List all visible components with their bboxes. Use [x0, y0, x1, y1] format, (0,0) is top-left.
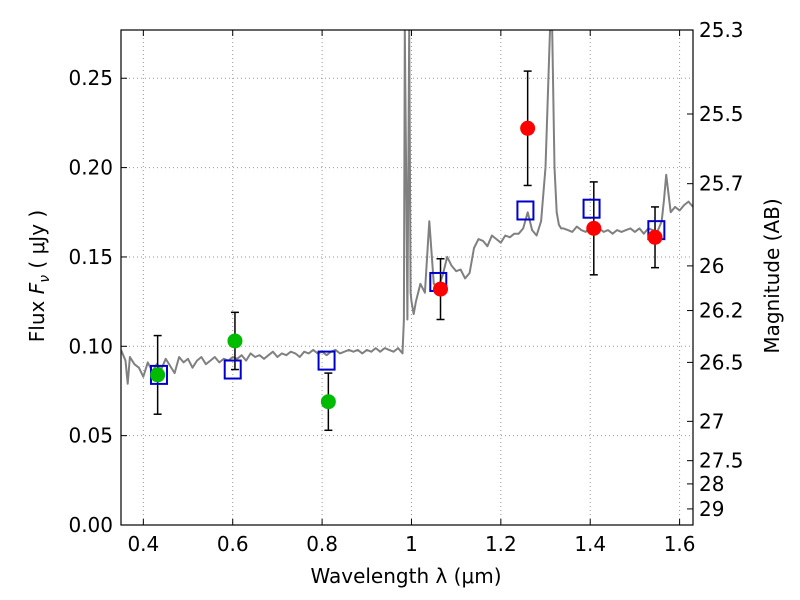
green-point [320, 394, 336, 410]
y-tick-label: 0.00 [68, 513, 113, 537]
y2-tick-label: 28 [699, 472, 724, 496]
model-square [582, 198, 601, 219]
grid [121, 30, 693, 525]
y2-tick-label: 25.7 [699, 172, 744, 196]
y-axis-label-symbol: F [25, 282, 49, 294]
y-tick-label: 0.10 [68, 334, 113, 358]
x-tick-label: 1 [405, 532, 418, 556]
y-axis-label-subscript: ν [37, 275, 53, 283]
y2-tick-label: 27 [699, 409, 724, 433]
y2-tick-label: 26.2 [699, 299, 744, 323]
plot-frame-rect [120, 29, 694, 526]
green-point [150, 367, 166, 383]
x-axis-label: Wavelength λ (μm) [310, 564, 501, 588]
y2-tick-label: 29 [699, 497, 724, 521]
data-points [149, 120, 666, 410]
x-tick-label: 1.2 [485, 532, 517, 556]
y2-axis-label: Magnitude (AB) [760, 198, 784, 353]
y2-tick-label: 26 [699, 254, 724, 278]
y-tick-label: 0.20 [68, 156, 113, 180]
model-square [317, 350, 336, 371]
y2-tick-label: 25.3 [699, 18, 744, 42]
x-tick-label: 1.6 [664, 532, 696, 556]
x-tick-label: 1.4 [574, 532, 606, 556]
x-tick-label: 0.4 [127, 532, 159, 556]
y-axis-label: Flux Fν ( μJy ) [25, 210, 53, 342]
red-point [520, 120, 536, 136]
y2-tick-label: 25.5 [699, 102, 744, 126]
y-tick-label: 0.05 [68, 424, 113, 448]
y2-tick-label: 27.5 [699, 449, 744, 473]
x-tick-label: 0.8 [306, 532, 338, 556]
y-tick-label: 0.25 [68, 66, 113, 90]
y2-tick-label: 26.5 [699, 350, 744, 374]
y-axis-label-prefix: Flux [25, 294, 49, 342]
model-square [223, 359, 242, 380]
y-tick-label: 0.15 [68, 245, 113, 269]
green-point [227, 333, 243, 349]
red-point [647, 229, 663, 245]
ticks: 0.4 0.6 0.8 1 1.2 1.4 1.6 0.00 0.05 0.10 0.15 0.20 0… [68, 18, 743, 556]
plot-frame [120, 29, 694, 526]
model-square [516, 200, 535, 221]
red-point [586, 220, 602, 236]
y-axis-label-suffix: ( μJy ) [25, 210, 49, 275]
x-tick-label: 0.6 [217, 532, 249, 556]
red-point [433, 281, 449, 297]
